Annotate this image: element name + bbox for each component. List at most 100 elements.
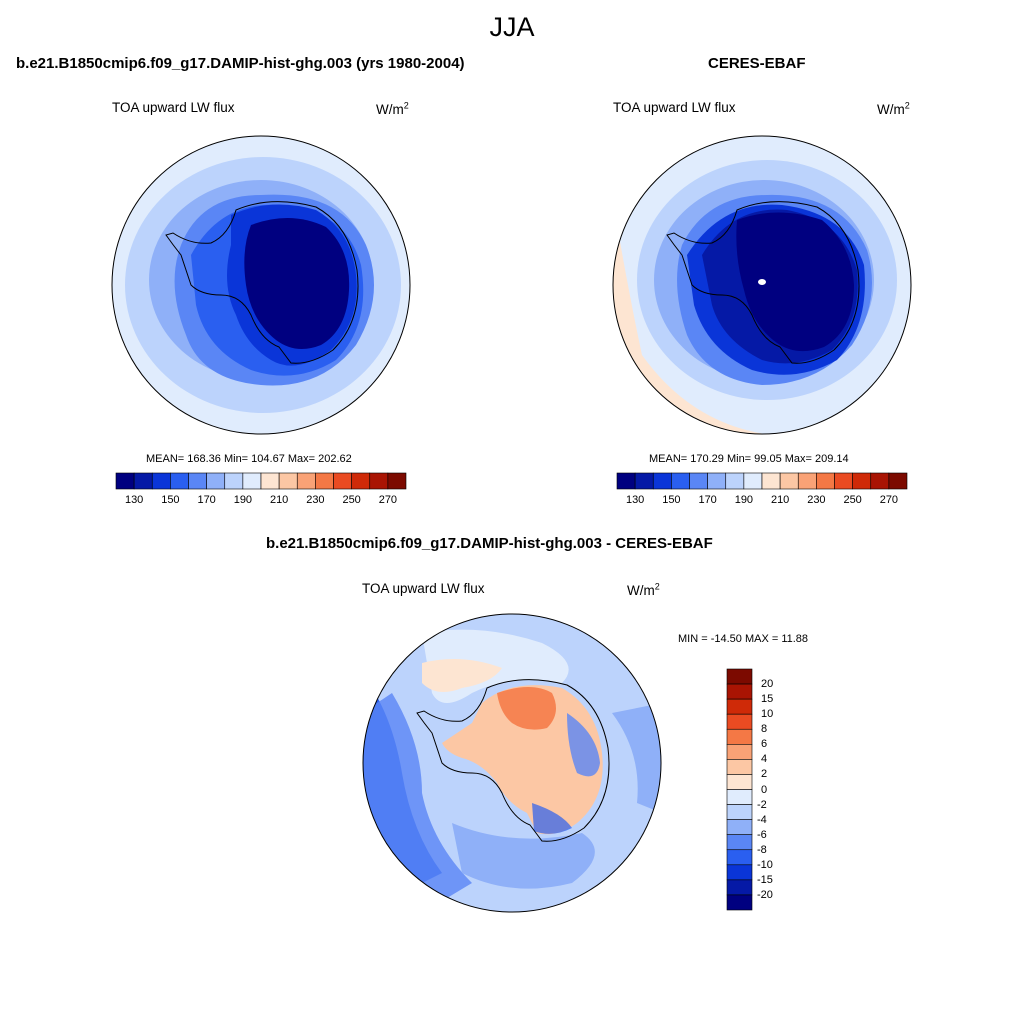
map-fill-warm-edge xyxy=(613,195,772,434)
colorbar-box xyxy=(278,472,298,490)
colorbar-tick-label: 2 xyxy=(761,768,768,781)
colorbar-box xyxy=(296,472,316,490)
units-label-diff: W/m2 xyxy=(627,581,660,598)
colorbar-tick-label: 8 xyxy=(761,723,768,736)
colorbar-box xyxy=(726,864,753,881)
panel-title-obs: CERES-EBAF xyxy=(708,55,806,72)
colorbar-box xyxy=(726,744,753,760)
colorbar-box xyxy=(206,472,226,490)
colorbar-diff xyxy=(726,668,753,911)
colorbar-box xyxy=(115,472,135,490)
colorbar-box xyxy=(761,472,781,490)
colorbar-box xyxy=(726,683,753,700)
colorbar-box xyxy=(726,759,753,775)
colorbar-box xyxy=(133,472,153,490)
stats-obs: MEAN= 170.29 Min= 99.05 Max= 209.14 xyxy=(649,453,849,465)
colorbar-box xyxy=(726,713,753,730)
colorbar-tick-label: 15 xyxy=(761,693,774,706)
colorbar-tick-labels-model: 130 150 170 190 210 230 250 270 xyxy=(116,494,406,508)
colorbar-box xyxy=(726,804,753,820)
colorbar-box xyxy=(726,834,753,851)
colorbar-box xyxy=(888,472,908,490)
colorbar-tick-label: -20 xyxy=(757,888,773,901)
colorbar-model xyxy=(115,472,407,490)
colorbar-obs xyxy=(616,472,908,490)
colorbar-box xyxy=(726,774,753,790)
colorbar-box xyxy=(188,472,207,490)
colorbar-box xyxy=(852,472,872,490)
colorbar-box xyxy=(707,472,727,490)
colorbar-box xyxy=(671,472,690,490)
colorbar-box xyxy=(797,472,817,490)
colorbar-tick-label: 190 xyxy=(734,494,754,506)
colorbar-box xyxy=(726,894,753,911)
colorbar-tick-label: 210 xyxy=(770,494,790,506)
colorbar-tick-label: 230 xyxy=(807,494,826,506)
colorbar-box xyxy=(726,819,753,835)
colorbar-box xyxy=(652,472,672,490)
polar-map-model xyxy=(111,135,411,435)
colorbar-tick-label: 170 xyxy=(197,494,216,506)
units-label-model: W/m2 xyxy=(376,100,409,117)
colorbar-box xyxy=(634,472,654,490)
colorbar-box xyxy=(726,668,753,685)
colorbar-box xyxy=(779,472,799,490)
colorbar-box xyxy=(816,472,835,490)
colorbar-tick-label: 10 xyxy=(761,708,774,721)
colorbar-tick-label: 20 xyxy=(761,678,774,691)
colorbar-tick-label: 210 xyxy=(269,494,289,506)
colorbar-box xyxy=(387,472,407,490)
colorbar-box xyxy=(743,472,763,490)
colorbar-box xyxy=(333,472,352,490)
stats-diff: MIN = -14.50 MAX = 11.88 xyxy=(678,633,809,645)
colorbar-tick-label: -10 xyxy=(757,858,773,871)
colorbar-tick-label: 130 xyxy=(124,494,144,506)
colorbar-tick-label: -4 xyxy=(757,813,767,826)
colorbar-box xyxy=(369,472,389,490)
units-label-obs: W/m2 xyxy=(877,100,910,117)
colorbar-tick-label: 230 xyxy=(306,494,325,506)
colorbar-tick-label: 150 xyxy=(161,494,180,506)
colorbar-box xyxy=(242,472,262,490)
map-missing-spot xyxy=(758,279,766,285)
map-band-130 xyxy=(244,217,350,349)
colorbar-box xyxy=(726,849,753,866)
colorbar-tick-label: 150 xyxy=(662,494,681,506)
colorbar-box xyxy=(315,472,334,490)
colorbar-tick-label: 6 xyxy=(761,738,768,751)
colorbar-box xyxy=(726,698,753,715)
colorbar-tick-label: 130 xyxy=(625,494,645,506)
colorbar-box xyxy=(870,472,890,490)
colorbar-tick-label: 0 xyxy=(761,783,768,796)
colorbar-tick-label: -8 xyxy=(757,843,767,856)
colorbar-tick-label: 270 xyxy=(378,494,398,506)
map-continent-hot xyxy=(497,687,556,730)
colorbar-tick-label: 270 xyxy=(879,494,899,506)
variable-label-diff: TOA upward LW flux xyxy=(362,581,485,596)
colorbar-box xyxy=(726,789,753,805)
colorbar-tick-label: -2 xyxy=(757,798,767,811)
coastline xyxy=(666,201,860,364)
coastline xyxy=(416,679,610,842)
variable-label-obs: TOA upward LW flux xyxy=(613,100,736,115)
page-title: JJA xyxy=(489,12,535,42)
panel-title-model: b.e21.B1850cmip6.f09_g17.DAMIP-hist-ghg.… xyxy=(16,55,465,72)
map-band-130 xyxy=(736,212,854,352)
variable-label-model: TOA upward LW flux xyxy=(112,100,235,115)
map-continent-warm xyxy=(442,685,603,835)
map-patch-right-ocean xyxy=(612,703,661,813)
panel-title-diff: b.e21.B1850cmip6.f09_g17.DAMIP-hist-ghg.… xyxy=(266,535,713,552)
colorbar-box xyxy=(726,879,753,896)
colorbar-tick-label: 250 xyxy=(843,494,862,506)
colorbar-tick-label: -15 xyxy=(757,873,773,886)
colorbar-box xyxy=(689,472,708,490)
polar-map-diff xyxy=(362,613,662,913)
colorbar-box xyxy=(260,472,280,490)
colorbar-box xyxy=(170,472,189,490)
polar-map-obs xyxy=(612,135,912,435)
map-continent-cool-east xyxy=(567,713,600,777)
colorbar-tick-labels-diff: 20 15 10 8 6 4 2 0 -2 -4 -6 -8 -10 -15 -20 xyxy=(757,669,801,910)
colorbar-box xyxy=(726,728,753,745)
colorbar-box xyxy=(224,472,244,490)
colorbar-tick-label: 4 xyxy=(761,753,768,766)
